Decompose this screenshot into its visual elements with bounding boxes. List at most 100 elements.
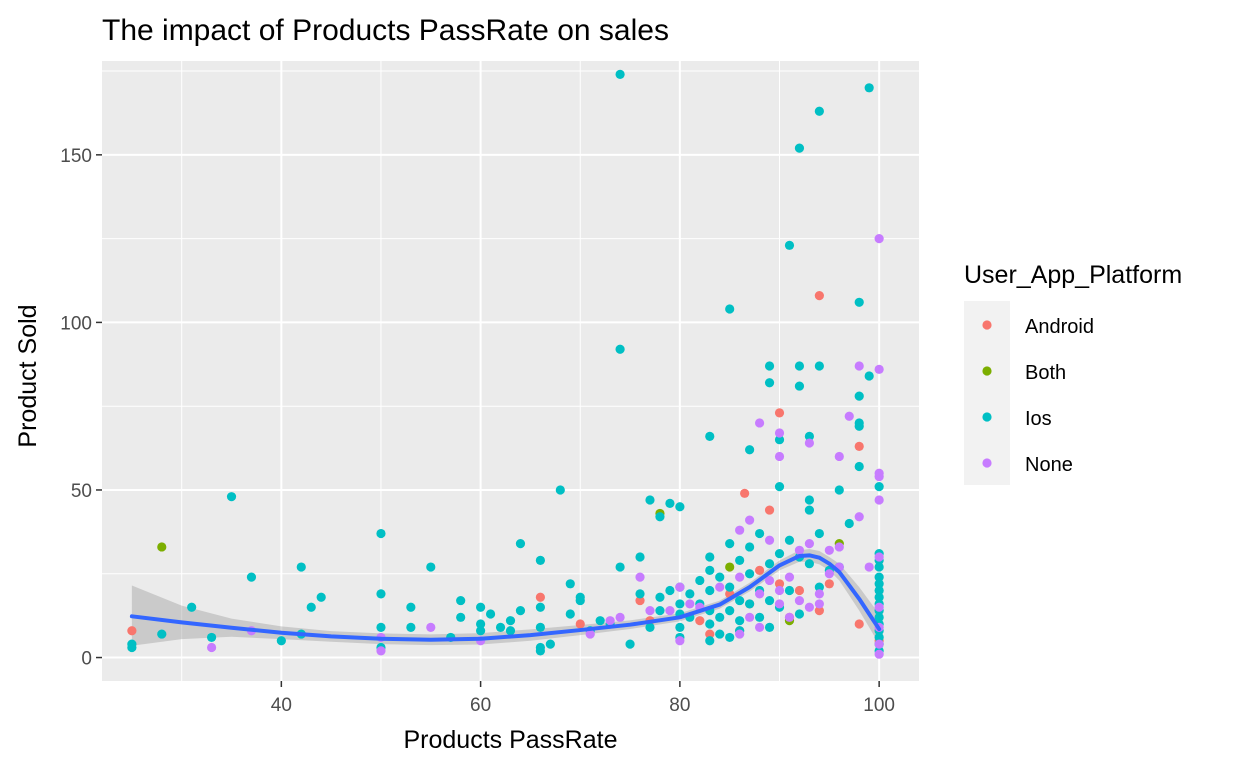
data-point-ios xyxy=(844,518,854,529)
data-point-ios xyxy=(505,626,516,636)
data-point-ios xyxy=(774,482,785,492)
data-point-ios xyxy=(426,562,436,572)
data-point-ios xyxy=(127,639,137,649)
data-point-ios xyxy=(485,609,496,619)
data-point-ios xyxy=(715,612,725,622)
data-point-ios xyxy=(794,609,805,619)
y-tick-label: 0 xyxy=(81,649,92,670)
data-point-ios xyxy=(705,619,715,629)
data-point-ios xyxy=(376,528,386,539)
data-point-none xyxy=(715,582,725,592)
data-point-ios xyxy=(595,616,605,626)
y-tick-label: 100 xyxy=(60,313,92,334)
legend-label-ios: Ios xyxy=(1025,408,1052,430)
data-point-none xyxy=(784,572,795,582)
data-point-none xyxy=(665,606,675,616)
legend: User_App_Platform Android Both Ios None xyxy=(964,261,1182,485)
data-point-ios xyxy=(376,589,386,599)
x-tick-label: 100 xyxy=(863,695,895,716)
data-point-ios xyxy=(615,562,625,572)
data-point-none xyxy=(764,535,775,545)
data-point-android xyxy=(695,616,705,626)
data-point-android xyxy=(854,441,864,452)
data-point-ios xyxy=(814,582,824,592)
data-point-none xyxy=(426,622,436,632)
data-point-ios xyxy=(715,629,725,639)
data-point-both xyxy=(725,562,735,572)
data-point-none xyxy=(794,595,805,606)
data-point-none xyxy=(864,562,874,572)
data-point-ios xyxy=(874,585,884,596)
legend-key-background xyxy=(964,301,1010,485)
legend-key-none xyxy=(982,458,992,468)
data-point-ios xyxy=(306,602,316,612)
data-point-none xyxy=(844,411,854,421)
data-point-none xyxy=(585,629,595,639)
data-point-ios xyxy=(735,616,745,626)
data-point-both xyxy=(157,542,167,552)
data-point-ios xyxy=(376,622,386,632)
data-point-ios xyxy=(814,361,824,371)
data-point-none xyxy=(774,585,785,596)
data-point-ios xyxy=(476,602,486,612)
data-point-none xyxy=(745,515,755,525)
data-point-ios xyxy=(874,579,884,589)
chart-title: The impact of Products PassRate on sales xyxy=(102,14,669,47)
data-point-ios xyxy=(685,589,695,599)
smooth-line-layer xyxy=(129,553,882,642)
data-point-ios xyxy=(615,344,625,354)
data-point-ios xyxy=(864,83,874,93)
data-point-ios xyxy=(794,361,805,371)
data-point-ios xyxy=(406,622,416,632)
data-point-none xyxy=(735,629,745,639)
data-point-ios xyxy=(764,361,775,371)
data-point-android xyxy=(535,592,545,602)
data-point-ios xyxy=(745,445,755,455)
data-point-none xyxy=(754,589,765,599)
data-point-ios xyxy=(874,632,884,643)
data-point-ios xyxy=(754,612,765,622)
data-point-ios xyxy=(725,538,735,549)
data-points-layer xyxy=(127,69,884,659)
data-point-ios xyxy=(705,585,715,596)
data-point-ios xyxy=(515,538,526,549)
data-point-ios xyxy=(764,595,775,606)
data-point-none xyxy=(754,418,765,428)
data-point-ios xyxy=(655,592,665,602)
data-point-ios xyxy=(705,636,715,646)
data-point-ios xyxy=(804,505,815,515)
legend-label-none: None xyxy=(1025,454,1073,476)
x-tick-label: 80 xyxy=(669,695,690,716)
data-point-android xyxy=(814,290,824,301)
data-point-ios xyxy=(665,585,675,596)
data-point-none xyxy=(874,234,884,244)
data-point-ios xyxy=(764,559,775,569)
data-point-ios xyxy=(814,528,824,539)
data-point-none xyxy=(824,569,834,579)
data-point-none xyxy=(635,572,645,582)
data-point-none xyxy=(735,572,745,582)
data-point-none xyxy=(615,612,625,622)
data-point-ios xyxy=(645,622,655,632)
data-point-none xyxy=(735,525,745,535)
data-point-ios xyxy=(874,562,884,572)
data-point-ios xyxy=(695,575,705,586)
legend-key-android xyxy=(982,320,992,330)
data-point-ios xyxy=(665,498,675,508)
data-point-ios xyxy=(804,431,815,441)
data-point-ios xyxy=(794,143,805,153)
data-point-ios xyxy=(535,555,545,565)
data-point-ios xyxy=(774,435,785,445)
data-point-none xyxy=(874,495,884,505)
data-point-ios xyxy=(784,585,795,596)
data-point-none xyxy=(675,636,685,646)
data-point-ios xyxy=(864,371,874,381)
data-point-ios xyxy=(535,602,545,612)
data-point-none xyxy=(645,606,655,616)
data-point-none xyxy=(834,451,844,462)
data-point-ios xyxy=(764,378,775,388)
data-point-ios xyxy=(545,639,555,649)
data-point-ios xyxy=(555,485,565,495)
x-axis-title: Products PassRate xyxy=(404,726,618,754)
data-point-ios xyxy=(804,495,815,505)
